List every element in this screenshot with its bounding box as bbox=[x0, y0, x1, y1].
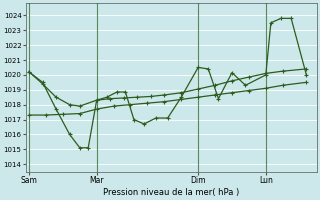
X-axis label: Pression niveau de la mer( hPa ): Pression niveau de la mer( hPa ) bbox=[103, 188, 239, 197]
